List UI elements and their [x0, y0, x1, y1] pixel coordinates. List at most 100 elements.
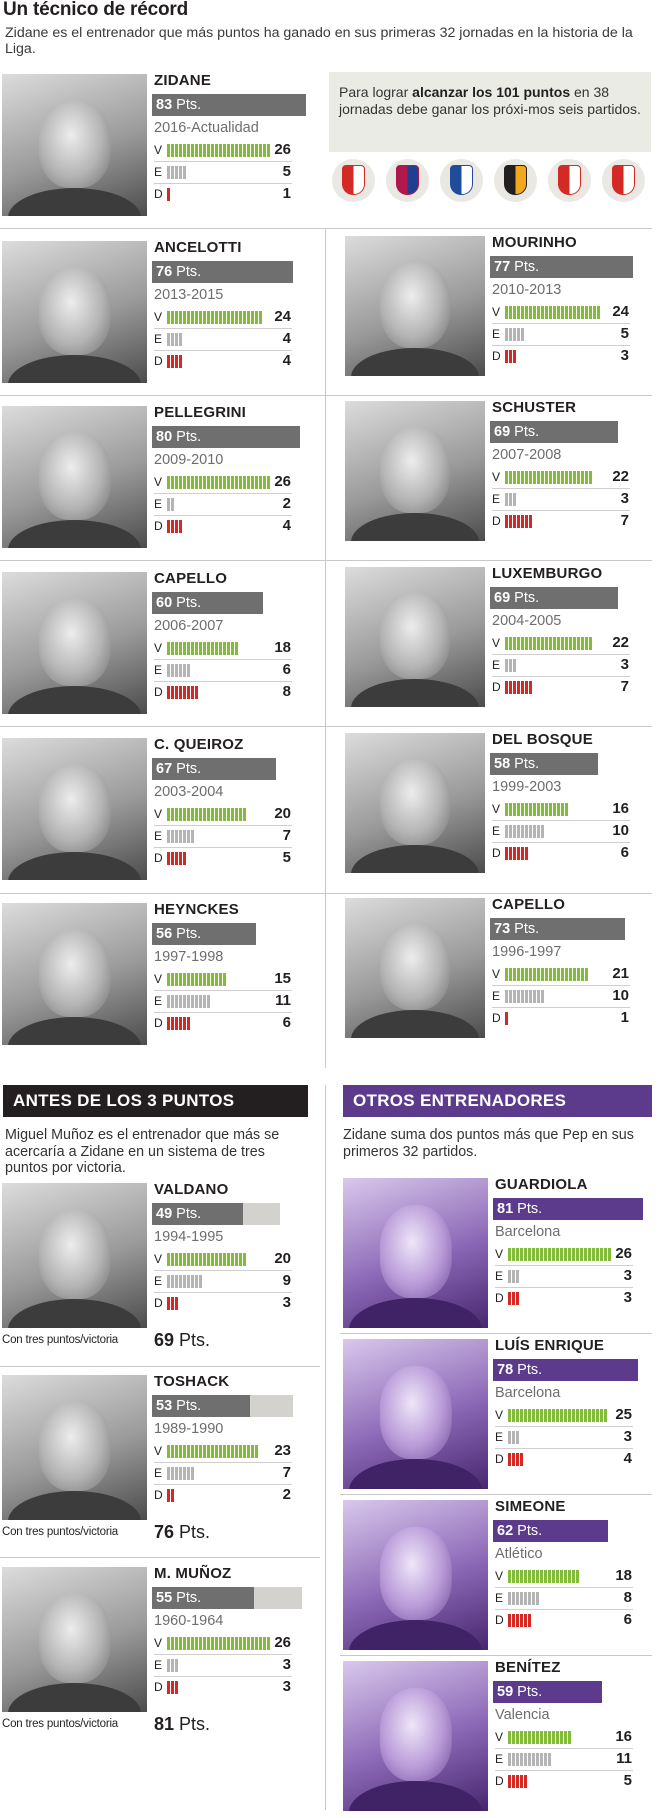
points-suffix: Pts. [513, 1523, 543, 1539]
coach-period: Valencia [495, 1707, 550, 1723]
wins-letter: V [492, 305, 501, 319]
stat-row-rule [154, 1292, 292, 1293]
sporting-gijon-crest-shape [342, 165, 365, 195]
stat-row-rule [492, 985, 630, 986]
three-points-suffix: Pts. [174, 1522, 211, 1542]
losses-bar [167, 686, 198, 699]
wins-count: 21 [612, 965, 629, 982]
coach-name: SCHUSTER [492, 399, 577, 416]
three-points-number: 76 [154, 1522, 175, 1542]
coach-photo-head [38, 763, 111, 852]
losses-count: 1 [282, 185, 291, 202]
note-text-before: Para lograr [339, 84, 413, 100]
losses-bar [167, 355, 182, 368]
points-bar [152, 592, 263, 614]
losses-letter: D [154, 187, 163, 201]
draws-letter: E [154, 165, 163, 179]
draws-count: 3 [620, 490, 629, 507]
coach-photo [343, 1661, 488, 1811]
wins-letter: V [492, 802, 501, 816]
row-separator [0, 893, 652, 894]
draws-letter: E [495, 1591, 504, 1605]
losses-count: 8 [282, 683, 291, 700]
page-subtitle: Zidane es el entrenador que más puntos h… [5, 25, 633, 57]
points-suffix: Pts. [510, 259, 540, 275]
wins-letter: V [495, 1408, 504, 1422]
draws-count: 7 [282, 1464, 291, 1481]
losses-count: 3 [282, 1294, 291, 1311]
stat-row-rule [495, 1609, 633, 1610]
coach-period: 2006-2007 [154, 618, 224, 634]
coach-period: 2009-2010 [154, 452, 224, 468]
coach-period: 1997-1998 [154, 949, 224, 965]
losses-letter: D [495, 1452, 504, 1466]
points-label: 78 Pts. [497, 1359, 542, 1381]
losses-letter: D [154, 685, 163, 699]
wins-count: 16 [615, 1728, 632, 1745]
row-separator [0, 1557, 320, 1558]
points-label: 49 Pts. [156, 1203, 201, 1225]
points-value: 69 [494, 424, 511, 440]
barcelona-crest-shape [396, 165, 419, 195]
stat-row-rule [154, 350, 292, 351]
points-label: 69 Pts. [494, 587, 539, 609]
losses-count: 3 [282, 1678, 291, 1695]
points-suffix: Pts. [513, 1684, 543, 1700]
wins-bar [508, 1570, 579, 1583]
wins-count: 26 [274, 1634, 291, 1651]
draws-count: 7 [282, 827, 291, 844]
losses-letter: D [495, 1774, 504, 1788]
wins-count: 18 [274, 639, 291, 656]
points-bar [152, 94, 306, 116]
coach-period: Barcelona [495, 1224, 561, 1240]
stat-row-rule [154, 659, 292, 660]
points-value: 83 [156, 97, 173, 113]
coach-photo [345, 567, 485, 707]
wins-letter: V [154, 475, 163, 489]
points-label: 62 Pts. [497, 1520, 542, 1542]
deportivo-crest-shape [450, 165, 473, 195]
coach-period: 2010-2013 [492, 282, 562, 298]
coach-photo [2, 1375, 147, 1520]
coach-name: SIMEONE [495, 1498, 566, 1515]
losses-bar [167, 1681, 178, 1694]
points-bar [152, 923, 256, 945]
points-suffix: Pts. [513, 1362, 543, 1378]
stat-row-rule [154, 1654, 292, 1655]
points-suffix: Pts. [172, 429, 202, 445]
sevilla-crest-shape [612, 165, 635, 195]
draws-count: 10 [612, 987, 629, 1004]
draws-count: 3 [282, 1656, 291, 1673]
losses-count: 4 [282, 517, 291, 534]
coach-period: 1989-1990 [154, 1421, 224, 1437]
coach-name: VALDANO [154, 1181, 229, 1198]
wins-bar [508, 1248, 611, 1261]
coach-photo [2, 74, 147, 216]
points-bar [490, 421, 618, 443]
losses-bar [508, 1292, 519, 1305]
coach-photo-shoulders [350, 1010, 480, 1038]
draws-bar [505, 825, 544, 838]
note-text-after: en 38 jornadas debe ganar los próxi-mos … [339, 84, 641, 117]
points-bar [493, 1681, 602, 1703]
wins-letter: V [492, 636, 501, 650]
draws-bar [508, 1270, 519, 1283]
wins-bar [167, 973, 226, 986]
points-bar [152, 426, 300, 448]
draws-bar [508, 1753, 551, 1766]
draws-letter: E [154, 332, 163, 346]
coach-photo-head [38, 99, 111, 188]
stat-row-rule [154, 825, 292, 826]
row-separator [0, 395, 652, 396]
points-label: 67 Pts. [156, 758, 201, 780]
row-separator [0, 228, 652, 229]
row-separator [340, 1333, 652, 1334]
points-suffix: Pts. [510, 590, 540, 606]
stat-row-rule [154, 1012, 292, 1013]
losses-count: 1 [620, 1009, 629, 1026]
stat-row-rule [154, 990, 292, 991]
points-value: 78 [497, 1362, 514, 1378]
wins-bar [505, 803, 568, 816]
points-value: 76 [156, 264, 173, 280]
losses-bar [505, 515, 532, 528]
